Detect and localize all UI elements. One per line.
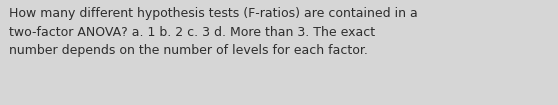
- Text: How many different hypothesis tests (F-ratios) are contained in a
two-factor ANO: How many different hypothesis tests (F-r…: [9, 7, 418, 57]
